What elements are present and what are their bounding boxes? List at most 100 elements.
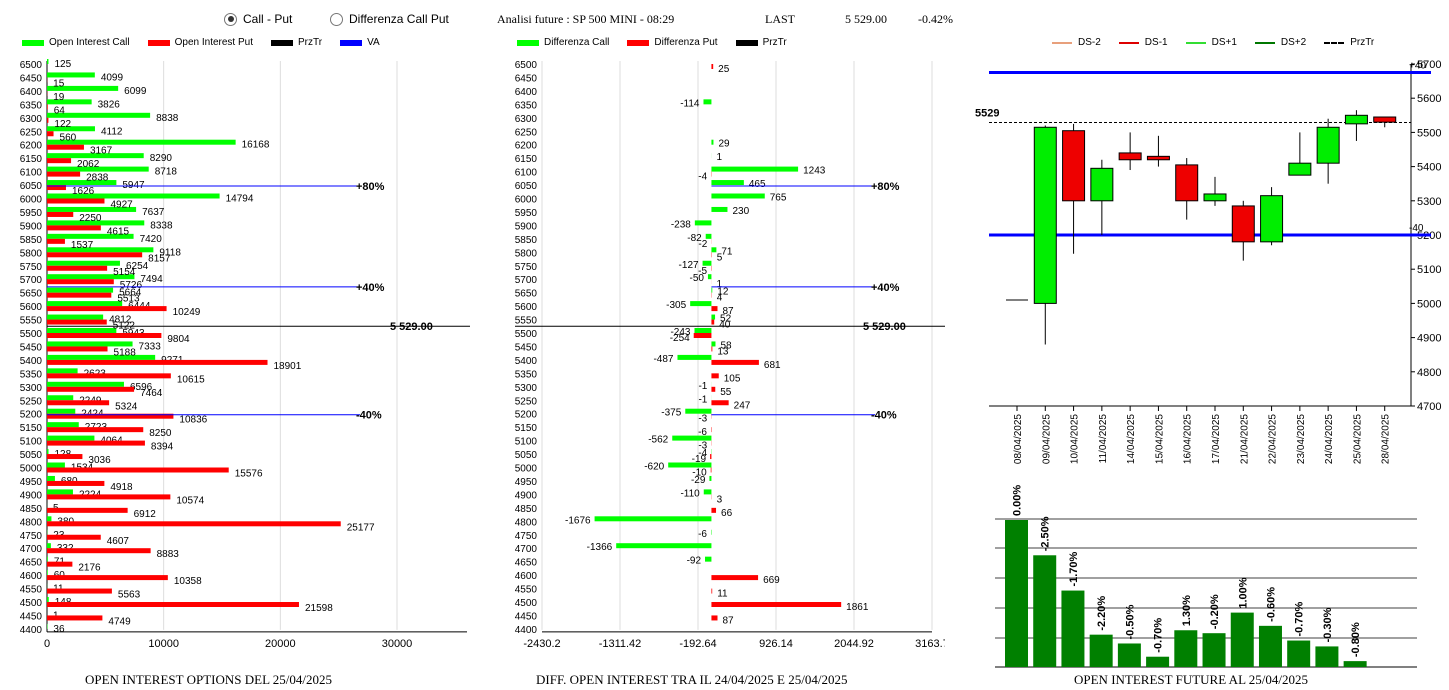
diff-put-label: 1861	[846, 602, 869, 613]
x-tick-label: 10/04/2025	[1070, 414, 1081, 464]
put-bar	[47, 306, 167, 312]
diff-put-label: -5	[698, 266, 707, 277]
strike-tick-label: 6450	[20, 73, 43, 84]
put-value-label: 8157	[148, 253, 171, 264]
call-bar	[47, 328, 117, 333]
strike-tick-label: 6200	[20, 141, 43, 152]
diff-put-label: 87	[722, 306, 734, 317]
x-tick-label: 11/04/2025	[1098, 414, 1109, 464]
diff-put-bar	[711, 602, 842, 607]
oi-bar	[1315, 646, 1339, 667]
x-tick-label: 24/04/2025	[1324, 414, 1335, 464]
diff-put-bar	[711, 373, 719, 379]
x-tick-label: -1311.42	[599, 638, 642, 650]
strike-tick-label: 4450	[20, 611, 43, 622]
call-bar	[47, 489, 73, 495]
put-bar	[47, 467, 229, 473]
put-value-label: 7464	[140, 388, 163, 399]
y-tick-label: 5600	[1417, 93, 1441, 105]
strike-tick-label: 4400	[515, 625, 538, 636]
put-bar	[47, 615, 103, 621]
diff-put-label: 247	[734, 400, 751, 411]
last-value: 5 529.00	[845, 12, 887, 26]
diff-put-bar	[693, 333, 712, 338]
strike-tick-label: 5450	[515, 342, 538, 353]
strike-tick-label: 6400	[515, 87, 538, 98]
legend-swatch	[22, 39, 44, 46]
candle-body	[1344, 114, 1368, 125]
strike-tick-label: 6300	[515, 114, 538, 125]
y-tick-label: 5100	[1417, 264, 1441, 276]
call-value-label: 7333	[139, 341, 162, 352]
strike-tick-label: 4650	[20, 558, 43, 569]
strike-tick-label: 4950	[20, 477, 43, 488]
call-bar	[47, 166, 149, 172]
put-value-label: 9804	[167, 334, 190, 345]
strike-tick-label: 6350	[20, 100, 43, 111]
x-tick-label: 10000	[148, 638, 179, 650]
caption-diff: DIFF. OPEN INTEREST TRA IL 24/04/2025 E …	[536, 672, 848, 687]
candle-body	[1033, 126, 1057, 304]
legend-item: DS-2	[1052, 37, 1101, 48]
legend-item: PrzTr	[271, 37, 322, 48]
legend-swatch	[1254, 41, 1275, 44]
call-value-label: 3826	[98, 99, 121, 110]
legend-label: VA	[367, 37, 380, 48]
strike-tick-label: 5800	[20, 248, 43, 259]
va-line-label: -40%	[871, 410, 897, 422]
legend-label: DS+2	[1280, 37, 1307, 48]
put-bar	[47, 373, 171, 379]
put-value-label: 10615	[177, 374, 205, 385]
radio-call-put[interactable]: Call - Put	[224, 12, 292, 26]
legend-swatch	[517, 39, 539, 46]
put-value-label: 5513	[117, 294, 140, 305]
put-value-label: 1626	[72, 186, 95, 197]
strike-tick-label: 4500	[20, 598, 43, 609]
legend-label: DS-2	[1078, 37, 1101, 48]
diff-call-label: 71	[721, 246, 733, 257]
call-value-label: 16168	[242, 140, 270, 151]
oi-bar	[1033, 555, 1057, 667]
diff-call-label: 1243	[803, 166, 826, 177]
diff-put-label: -2	[698, 239, 707, 250]
put-value-label: 2062	[77, 159, 100, 170]
call-value-label: 8290	[150, 153, 173, 164]
legend-label: DS+1	[1211, 37, 1237, 48]
x-tick-label: 25/04/2025	[1352, 414, 1363, 464]
call-value-label: 8338	[150, 220, 173, 231]
strike-tick-label: 4750	[20, 531, 43, 542]
candle-body	[1062, 130, 1086, 202]
diff-put-label: -4	[698, 172, 707, 183]
call-value-label: 4099	[101, 72, 124, 83]
strike-tick-label: 5700	[20, 275, 43, 286]
radio-diff[interactable]: Differenza Call Put	[330, 12, 449, 26]
strike-tick-label: 5850	[515, 235, 538, 246]
diff-put-bar	[711, 359, 759, 365]
diff-put-bar	[711, 306, 718, 312]
candle-body	[1231, 205, 1255, 243]
radio-unselected-icon	[330, 12, 343, 26]
diff-call-label: -1676	[565, 515, 591, 526]
diff-put-label: 66	[721, 508, 733, 519]
x-tick-label: 0	[44, 638, 50, 650]
diff-call-bar	[711, 139, 714, 145]
strike-tick-label: 4600	[515, 571, 538, 582]
put-value-label: 10249	[173, 307, 201, 318]
put-bar	[47, 225, 101, 231]
strike-tick-label: 5850	[20, 235, 43, 246]
legend-item: PrzTr	[735, 37, 787, 48]
legend-swatch	[735, 39, 758, 46]
diff-put-label: 681	[764, 360, 781, 371]
oi-bar	[1146, 656, 1170, 667]
put-bar	[47, 480, 105, 486]
put-value-label: 5188	[114, 347, 137, 358]
diff-call-label: 29	[718, 139, 730, 150]
put-bar	[47, 198, 105, 204]
oi-bar	[1230, 612, 1254, 667]
radio-selected-icon	[224, 12, 237, 26]
call-bar	[47, 395, 74, 401]
candle-body	[1146, 155, 1170, 161]
x-tick-label: -192.64	[679, 638, 716, 650]
put-bar	[47, 534, 101, 540]
diff-call-label: -114	[680, 98, 700, 109]
